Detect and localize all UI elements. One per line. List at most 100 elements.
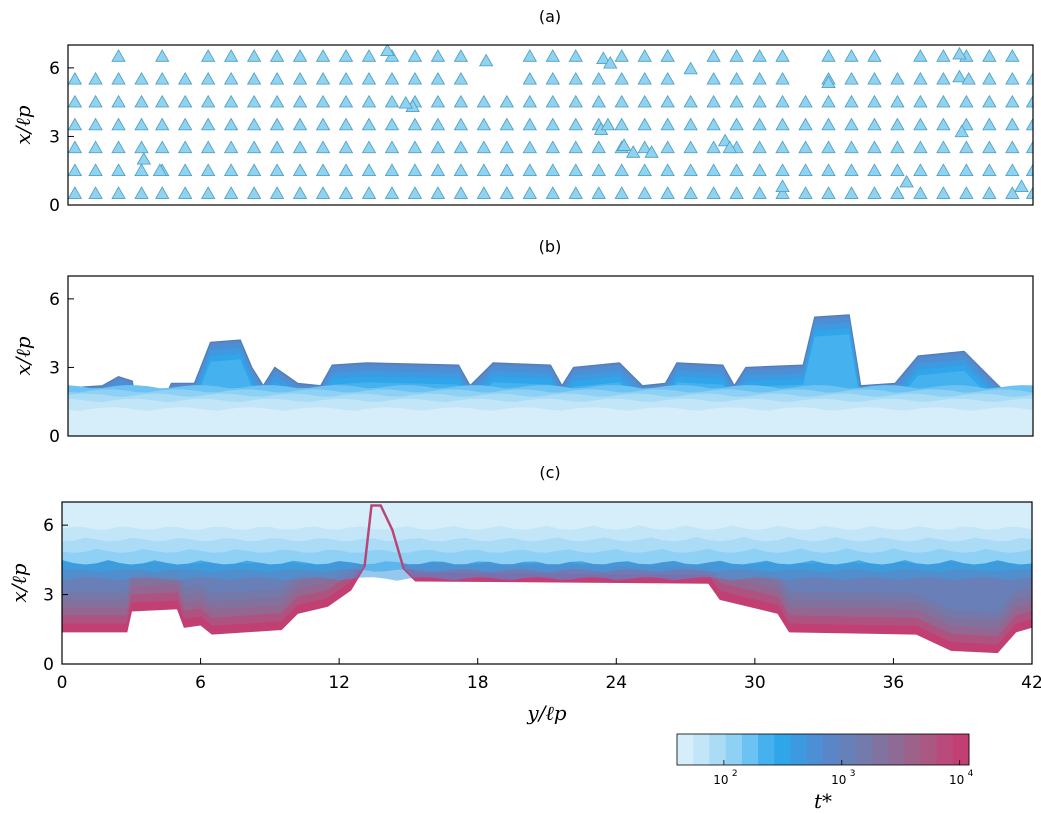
ytick-label: 3 [43, 586, 54, 606]
colorbar-label: t* [814, 789, 832, 813]
panel-a-ylabel: x/ℓp [11, 105, 35, 144]
ytick-label: 6 [49, 59, 60, 79]
particle-marker [152, 163, 168, 176]
xtick-label: 18 [467, 673, 489, 693]
particle-marker [982, 71, 997, 85]
particle-marker [407, 186, 423, 199]
particle-marker [384, 163, 400, 176]
particle-marker [913, 71, 928, 85]
particle-marker [111, 94, 126, 108]
particle-marker [269, 186, 285, 199]
xtick-label: 12 [328, 673, 350, 693]
particle-marker [683, 186, 698, 199]
particle-marker [637, 49, 652, 62]
particle-marker [522, 186, 538, 199]
particle-marker [315, 117, 331, 131]
colorbar-cell [677, 734, 694, 765]
particle-marker [430, 71, 446, 85]
particle-marker [246, 94, 262, 108]
particle-marker [596, 51, 611, 64]
particle-marker [223, 186, 239, 199]
particle-marker [729, 186, 744, 199]
particle-marker [68, 94, 83, 108]
particle-marker [890, 140, 905, 154]
particle-marker [867, 49, 882, 62]
particle-marker [292, 94, 308, 108]
particle-marker [890, 186, 905, 199]
panel-c: (c) 036 0 6 12 18 24 30 36 42 x/ℓp y/ℓp [7, 463, 1041, 725]
particle-marker [660, 94, 675, 108]
colorbar-cell [904, 734, 921, 765]
particle-marker [134, 186, 149, 199]
colorbar-cell [693, 734, 710, 765]
particle-marker [155, 117, 170, 131]
particle-marker [706, 71, 721, 85]
colorbar-cell [936, 734, 954, 765]
particle-marker [292, 117, 308, 131]
particle-marker [522, 94, 538, 108]
particle-marker [269, 49, 285, 62]
particle-marker [430, 186, 446, 199]
particle-marker [936, 140, 951, 154]
particle-marker [155, 94, 170, 108]
particle-marker [177, 71, 193, 85]
xtick-label: 0 [57, 673, 68, 693]
particle-marker [821, 75, 836, 88]
particle-marker [752, 94, 767, 108]
particle-marker [729, 163, 744, 176]
particle-marker [338, 117, 354, 131]
particle-marker [899, 174, 914, 188]
particle-marker [1025, 140, 1033, 154]
particle-marker [706, 117, 721, 131]
particle-marker [568, 186, 583, 199]
particle-marker [961, 71, 976, 85]
particle-marker [821, 94, 836, 108]
panel-b-label: (b) [539, 237, 562, 256]
panel-c-frame [61, 501, 1033, 665]
colorbar-cell [806, 734, 824, 765]
particle-marker [315, 94, 331, 108]
particle-marker [568, 140, 583, 154]
particle-marker [111, 140, 126, 154]
particle-marker [614, 71, 629, 85]
particle-marker [821, 186, 836, 199]
ytick-label: 0 [49, 427, 60, 447]
particle-marker [660, 140, 675, 154]
particle-marker [200, 49, 216, 62]
panel-b-ylabel: x/ℓp [11, 336, 35, 375]
particle-marker [155, 71, 170, 85]
particle-marker [361, 163, 377, 176]
particle-marker [499, 94, 515, 108]
particle-marker [384, 71, 400, 85]
particle-marker [568, 49, 583, 62]
particle-marker [499, 186, 515, 199]
particle-marker [660, 71, 675, 85]
particle-marker [88, 94, 103, 108]
panel-a: (a) 0 3 6 x/ℓp [11, 7, 1034, 216]
particle-marker [591, 71, 606, 85]
particle-marker [936, 117, 951, 131]
particle-marker [407, 140, 423, 154]
particle-marker [200, 163, 216, 176]
particle-marker [1005, 71, 1020, 85]
particle-marker [223, 71, 239, 85]
particle-marker [522, 49, 538, 62]
particle-marker [68, 163, 83, 176]
particle-marker [200, 117, 216, 131]
particle-marker [660, 117, 675, 131]
panel-b: (b) 0 3 6 x/ℓp [11, 237, 1034, 447]
particle-marker [246, 163, 262, 176]
particle-marker [1025, 186, 1033, 199]
particle-marker [959, 140, 974, 154]
particle-marker [499, 117, 515, 131]
particle-marker [660, 163, 675, 176]
particle-marker [752, 49, 767, 62]
particle-marker [522, 71, 538, 85]
particle-marker [952, 69, 967, 83]
particle-marker [453, 140, 469, 154]
particle-marker [614, 49, 629, 62]
front-outline [62, 504, 1032, 654]
particle-marker [111, 117, 126, 131]
particle-marker [683, 140, 698, 154]
